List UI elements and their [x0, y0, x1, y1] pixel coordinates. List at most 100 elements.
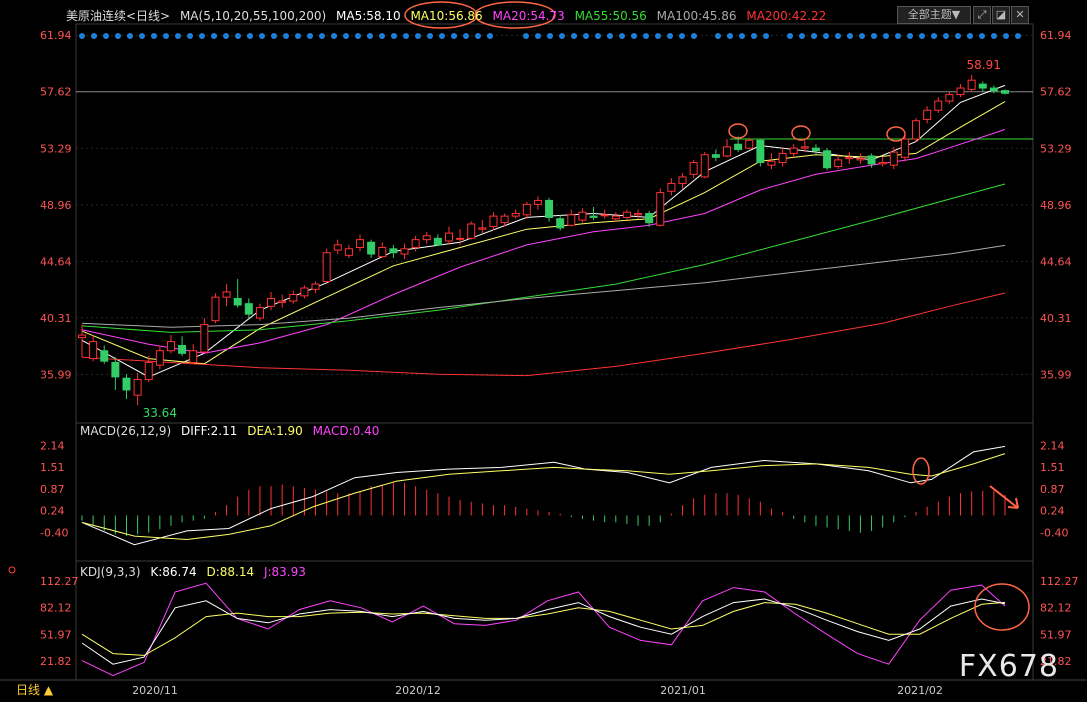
symbol-title: 美原油连续<日线>	[66, 9, 171, 23]
candle-body	[478, 227, 487, 230]
candle-body	[645, 213, 654, 224]
candle-body	[289, 294, 298, 302]
price-legend: 美原油连续<日线> MA(5,10,20,55,100,200) MA5:58.…	[66, 7, 832, 24]
kdj-k: K:86.74	[150, 565, 197, 579]
signal-dot	[451, 33, 457, 39]
ma100-value: MA100:45.86	[656, 9, 737, 23]
kdj-tick-right: 21.82	[1040, 655, 1072, 668]
candle-body	[78, 334, 86, 339]
signal-dot	[787, 33, 793, 39]
kdj-d: D:88.14	[206, 565, 255, 579]
signal-dot	[247, 33, 253, 39]
candle-body	[489, 215, 498, 228]
macd-tick-right: 1.51	[1040, 461, 1065, 474]
candle-body	[244, 303, 253, 315]
x-axis-label: 2021/01	[660, 684, 706, 697]
candle-body	[600, 214, 609, 217]
candle-body	[511, 213, 520, 217]
candle-body	[311, 283, 320, 290]
ma-params: MA(5,10,20,55,100,200)	[179, 9, 327, 23]
candle-body	[845, 156, 854, 160]
signal-dot	[583, 33, 589, 39]
x-axis-label: 2021/02	[897, 684, 943, 697]
signal-dot	[223, 33, 229, 39]
macd-tick-right: 2.14	[1040, 439, 1065, 452]
period-selector[interactable]: 日线 ▲	[16, 683, 54, 697]
signal-dot	[235, 33, 241, 39]
expand-icon[interactable]: ◪	[992, 6, 1010, 24]
resistance-circle	[791, 125, 811, 141]
signal-dot	[319, 33, 325, 39]
down-arrow-icon	[989, 485, 1019, 509]
candle-body	[711, 154, 720, 158]
candle-body	[122, 377, 131, 391]
signal-dot	[271, 33, 277, 39]
ma55-value: MA55:50.56	[574, 9, 647, 23]
macd-tick-left: 2.14	[40, 439, 65, 452]
macd-dea: DEA:1.90	[247, 424, 303, 438]
ma-line-ma100	[81, 244, 1006, 328]
signal-dot	[571, 33, 577, 39]
candle-body	[166, 341, 175, 352]
signal-dot	[955, 33, 961, 39]
candle-body	[778, 152, 787, 164]
ma20-highlight-circle	[474, 1, 556, 29]
macd-value: MACD:0.40	[312, 424, 380, 438]
macd-title: MACD(26,12,9)	[80, 424, 172, 438]
kdj-tick-left: 112.27	[40, 575, 79, 588]
macd-diff-line	[81, 445, 1006, 546]
candle-body	[956, 87, 965, 96]
signal-dot	[655, 33, 661, 39]
candle-body	[267, 297, 276, 307]
signal-dot	[403, 33, 409, 39]
signal-dot	[187, 33, 193, 39]
signal-dot	[667, 33, 673, 39]
ma10-highlight-circle	[404, 1, 478, 29]
signal-dot	[871, 33, 877, 39]
signal-dot	[367, 33, 373, 39]
candle-body	[934, 100, 943, 111]
price-tick-right: 53.29	[1040, 142, 1072, 155]
watermark: FX678	[958, 649, 1059, 684]
candle-body	[800, 146, 809, 149]
signal-dot	[823, 33, 829, 39]
candle-body	[278, 300, 287, 303]
close-icon[interactable]: ✕	[1011, 6, 1029, 24]
candle-body	[689, 162, 698, 175]
candle-body	[589, 215, 598, 218]
kdj-marker-icon	[8, 566, 16, 574]
signal-dot	[475, 33, 481, 39]
signal-dot	[163, 33, 169, 39]
signal-dot	[211, 33, 217, 39]
signal-dot	[139, 33, 145, 39]
theme-dropdown[interactable]: 全部主题▼	[897, 6, 971, 24]
candle-body	[189, 350, 198, 363]
candle-body	[578, 211, 587, 221]
candle-body	[155, 350, 164, 366]
signal-dot	[607, 33, 613, 39]
kdj-tick-right: 51.97	[1040, 628, 1072, 641]
signal-dot	[427, 33, 433, 39]
price-tick-left: 61.94	[40, 29, 72, 42]
price-tick-right: 35.99	[1040, 368, 1072, 381]
candle-body	[89, 341, 98, 360]
signal-dot	[763, 33, 769, 39]
signal-dot	[991, 33, 997, 39]
signal-dot	[331, 33, 337, 39]
x-axis-label: 2020/12	[395, 684, 441, 697]
price-tick-left: 35.99	[40, 368, 72, 381]
signal-dot	[895, 33, 901, 39]
candle-body	[211, 296, 220, 322]
restore-icon[interactable]: ⤢	[973, 6, 991, 24]
candle-body	[467, 223, 476, 239]
candle-body	[834, 159, 843, 167]
candle-body	[522, 203, 531, 216]
macd-tick-right: 0.87	[1040, 483, 1065, 496]
candle-body	[444, 232, 453, 242]
candle-body	[900, 138, 909, 158]
signal-dot	[847, 33, 853, 39]
candle-body	[255, 307, 264, 319]
ma-line-ma10	[81, 101, 1006, 365]
candle-body	[222, 291, 231, 298]
